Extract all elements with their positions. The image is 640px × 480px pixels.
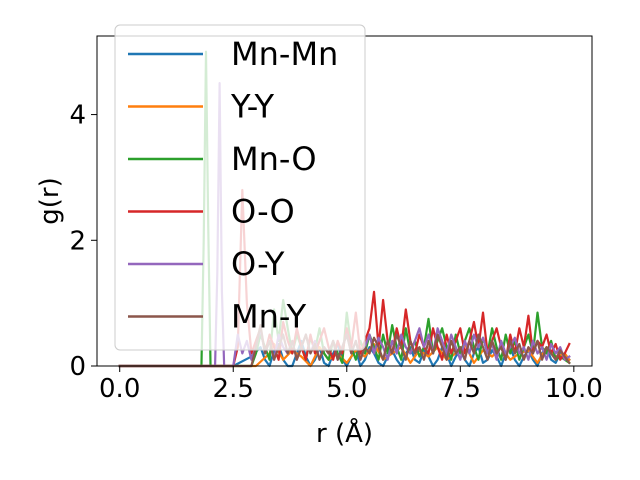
y-tick-label: 4 — [69, 101, 86, 131]
y-tick-label: 2 — [69, 226, 86, 256]
x-tick-label: 2.5 — [213, 374, 254, 404]
y-axis: 0 2 4 — [69, 101, 97, 382]
x-tick-label: 7.5 — [440, 374, 481, 404]
x-axis: 0.0 2.5 5.0 7.5 10.0 — [99, 366, 603, 404]
x-tick-label: 5.0 — [326, 374, 367, 404]
legend-label-1: Y-Y — [230, 88, 275, 126]
legend-label-2: Mn-O — [231, 140, 317, 178]
y-axis-label: g(r) — [35, 177, 65, 224]
x-axis-label: r (Å) — [316, 417, 373, 449]
y-tick-label: 0 — [69, 352, 86, 382]
legend-label-3: O-O — [231, 193, 295, 231]
legend: Mn-Mn Y-Y Mn-O O-O O-Y Mn-Y — [114, 24, 366, 351]
legend-label-0: Mn-Mn — [231, 35, 338, 73]
legend-label-5: Mn-Y — [231, 298, 307, 336]
x-tick-label: 0.0 — [99, 374, 140, 404]
x-tick-label: 10.0 — [545, 374, 603, 404]
legend-label-4: O-Y — [231, 245, 285, 283]
